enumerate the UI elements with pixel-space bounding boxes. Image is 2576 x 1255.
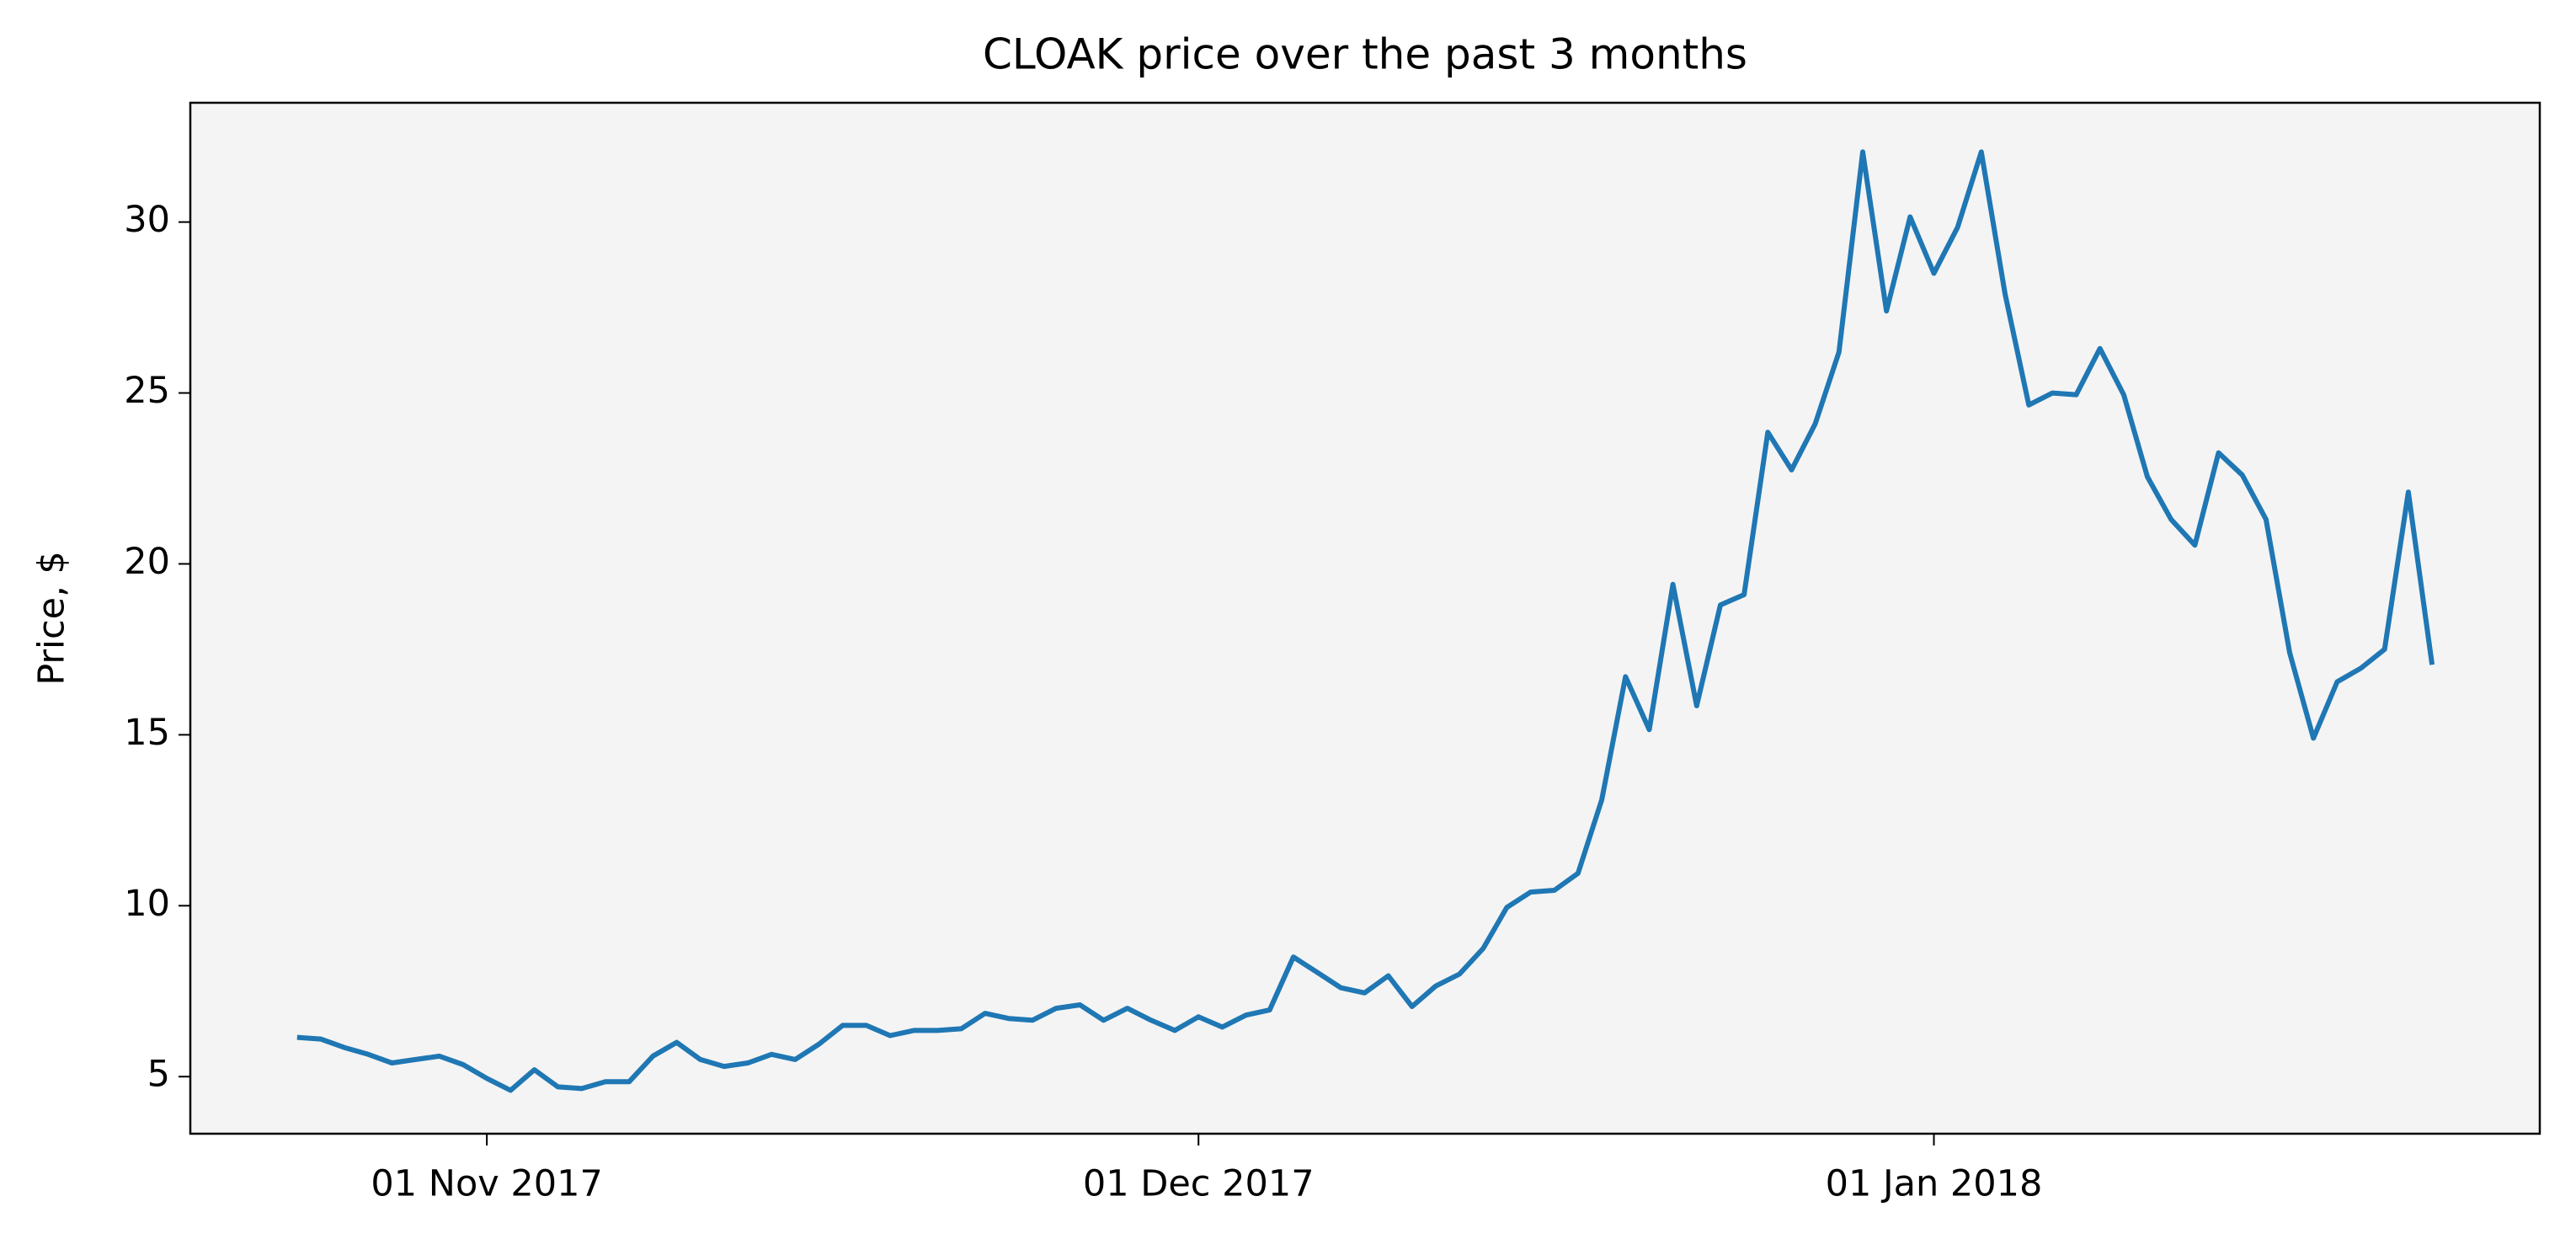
plot-area [190,103,2540,1134]
y-axis-label: Price, $ [31,551,73,686]
y-tick-label: 10 [124,883,170,925]
y-tick-label: 30 [124,199,170,241]
x-tick-label: 01 Dec 2017 [1083,1163,1315,1205]
chart-title: CLOAK price over the past 3 months [983,30,1747,79]
plot-frame [189,101,2541,1135]
price-line [296,149,2435,1093]
y-tick-label: 15 [124,712,170,754]
x-tick-label: 01 Nov 2017 [371,1163,602,1205]
y-tick-label: 20 [124,541,170,583]
y-tick-label: 5 [147,1054,170,1096]
x-tick-label: 01 Jan 2018 [1826,1163,2043,1205]
y-tick-label: 25 [124,370,170,412]
